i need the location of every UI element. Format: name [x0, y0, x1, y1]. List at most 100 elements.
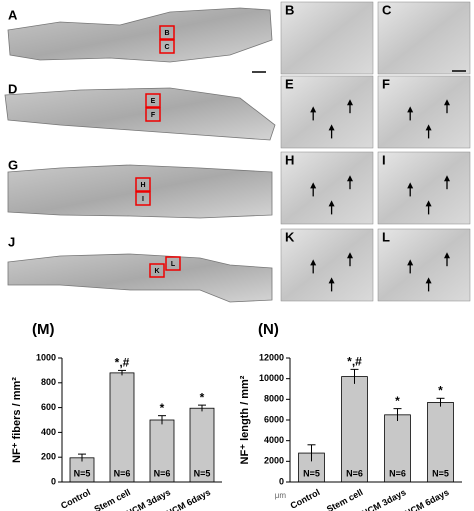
bar [384, 414, 411, 483]
y-tick-label: 6000 [264, 414, 284, 424]
n-label: N=6 [389, 468, 406, 478]
y-tick-label: 2000 [264, 456, 284, 466]
y-tick-label: 800 [41, 377, 56, 387]
arrow-head [425, 200, 432, 207]
significance: *,# [115, 356, 130, 370]
micrograph [280, 151, 374, 225]
panel-letter: A [8, 7, 18, 22]
x-tick-label: Control [59, 487, 92, 511]
n-label: N=6 [154, 468, 171, 478]
roi-label: B [164, 30, 169, 37]
panel-letter: F [382, 76, 390, 91]
roi-box [135, 177, 151, 192]
tissue-image [7, 7, 273, 63]
arrow-head [328, 200, 335, 207]
y-tick-label: 600 [41, 402, 56, 412]
arrow-head [310, 182, 317, 189]
arrow-head [444, 175, 450, 182]
n-label: N=6 [346, 468, 363, 478]
panel-letter: H [285, 152, 294, 167]
panel-letter: D [8, 81, 17, 96]
arrow-head [444, 99, 450, 106]
bar [189, 407, 215, 483]
y-tick-label: 0 [279, 476, 284, 486]
bar [341, 376, 368, 483]
y-tick-label: 0 [51, 476, 56, 486]
roi-box [165, 256, 181, 271]
roi-label: C [164, 44, 169, 51]
panel-letter: I [382, 152, 386, 167]
y-tick-label: 8000 [264, 394, 284, 404]
y-axis-label: NF⁺ fibers / mm² [11, 377, 23, 463]
panel-letter: G [8, 157, 18, 172]
bar [298, 452, 325, 483]
arrow-head [347, 175, 353, 182]
micrograph [377, 1, 471, 75]
arrow-head [407, 106, 414, 113]
significance: * [395, 394, 400, 408]
arrow-head [407, 259, 414, 266]
chart-title: (N) [258, 321, 279, 338]
arrow-head [310, 259, 317, 266]
panel-letter: L [382, 229, 390, 244]
roi-label: K [154, 268, 159, 275]
arrow-head [328, 124, 335, 131]
roi-box [149, 263, 165, 278]
micrograph [377, 75, 471, 149]
micrograph [280, 1, 374, 75]
arrow-head [425, 277, 432, 284]
chart-title: (M) [32, 321, 55, 338]
significance: * [200, 390, 205, 404]
roi-label: E [151, 98, 156, 105]
roi-box [159, 39, 175, 54]
roi-box [135, 191, 151, 206]
bar [149, 419, 175, 483]
roi-label: H [140, 182, 145, 189]
x-tick-label: NCM 6days [165, 487, 213, 511]
x-tick-label: NCM 6days [403, 487, 451, 511]
bar [109, 372, 135, 483]
y-tick-label: 4000 [264, 435, 284, 445]
y-tick-label: 400 [41, 427, 56, 437]
y-tick-label: 10000 [259, 373, 284, 383]
y-tick-label: 12000 [259, 352, 284, 362]
x-tick-label: Control [289, 487, 322, 511]
arrow-head [328, 277, 335, 284]
panel-letter: J [8, 234, 15, 249]
arrow-head [310, 106, 317, 113]
micrograph [280, 75, 374, 149]
y-tick-label: 1000 [36, 352, 56, 362]
x-tick-label: NCM 3days [360, 487, 408, 511]
significance: * [438, 383, 443, 397]
n-label: N=5 [303, 468, 320, 478]
arrow-head [347, 99, 353, 106]
tissue-image [4, 87, 276, 141]
arrow-head [347, 252, 353, 259]
roi-label: F [151, 112, 156, 119]
arrow-head [407, 182, 414, 189]
significance: * [160, 401, 165, 415]
tissue-image [7, 253, 273, 303]
micrograph [377, 228, 471, 302]
bar [427, 402, 454, 483]
n-label: N=5 [432, 468, 449, 478]
micrograph [377, 151, 471, 225]
panel-letter: B [285, 2, 294, 17]
micrograph [280, 228, 374, 302]
n-label: N=5 [74, 468, 91, 478]
x-tick-label: NCM 3days [125, 487, 173, 511]
panel-letter: K [285, 229, 295, 244]
x-note: μm [275, 491, 287, 500]
x-tick-label: Stem cell [325, 487, 365, 511]
y-axis-label: NF⁺ length / mm² [239, 375, 251, 464]
x-tick-label: Stem cell [92, 487, 132, 511]
significance: *,# [347, 355, 362, 369]
n-label: N=5 [194, 468, 211, 478]
roi-box [145, 107, 161, 122]
arrow-head [444, 252, 450, 259]
roi-label: I [142, 196, 144, 203]
roi-box [159, 25, 175, 40]
panel-letter: C [382, 2, 392, 17]
panel-letter: E [285, 76, 294, 91]
